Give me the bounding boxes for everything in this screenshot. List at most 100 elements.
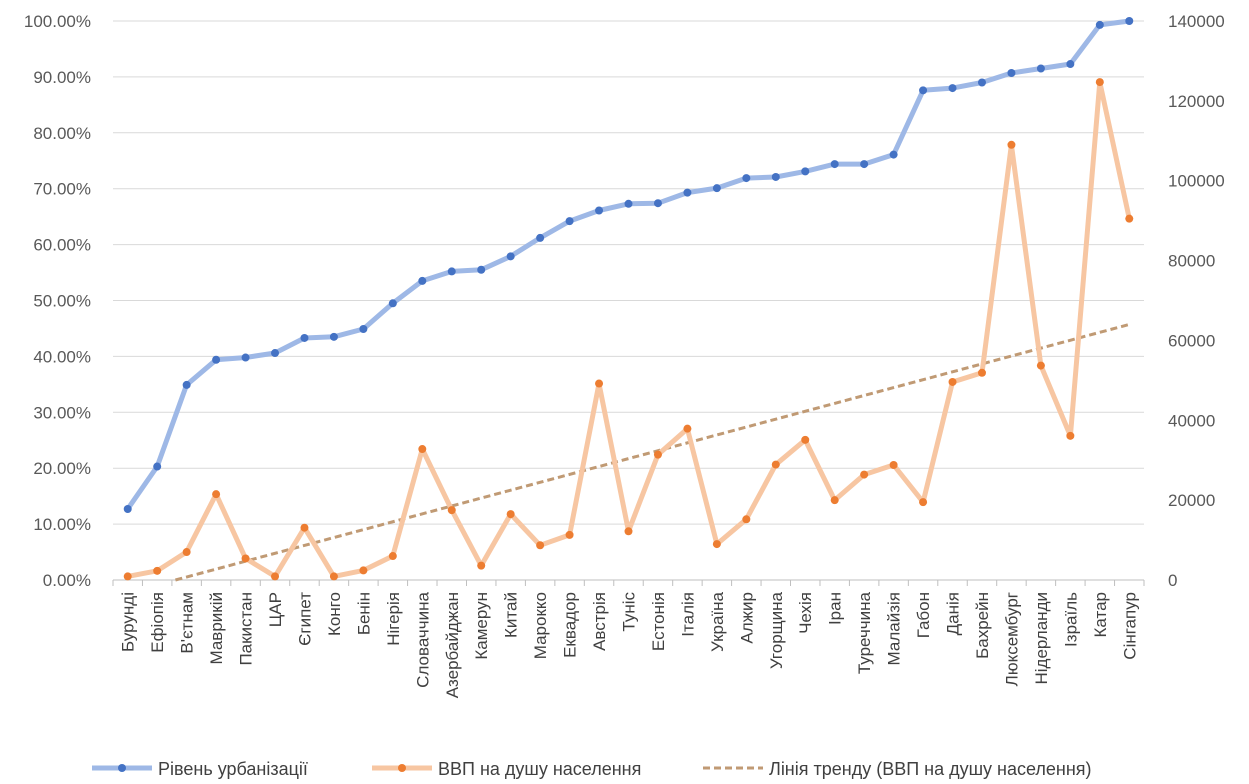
gdp-point [595,379,604,388]
gdp-point [477,561,486,570]
urbanization-point [683,188,692,197]
right-tick-label: 60000 [1168,331,1215,350]
urbanization-point [742,174,751,183]
gdp-point [1125,214,1134,223]
category-label: Габон [914,592,933,638]
gdp-point [801,435,810,444]
urbanization-point [653,199,662,208]
urbanization-point [889,150,898,159]
urbanization-point [388,299,397,308]
gridlines [113,20,1144,581]
category-label: Бурунді [119,592,138,652]
urbanization-point [329,332,338,341]
category-label: Нігерія [384,592,403,646]
gdp-point [624,527,633,536]
urbanization-point [241,353,250,362]
urbanization-point [212,355,221,364]
left-axis: 0.00% 10.00% 20.00% 30.00% 40.00% 50.00% 60.00… [24,12,91,590]
urbanization-point [271,349,280,358]
right-tick-label: 40000 [1168,411,1215,430]
urbanization-point [830,160,839,169]
category-label: Ефіопія [148,592,167,653]
gdp-point [742,515,751,524]
urbanization-point [771,172,780,181]
category-label: Словаччина [413,591,432,687]
trendline-line [175,323,1130,582]
gdp-point [329,572,338,581]
urbanization-point [595,206,604,215]
urbanization-point [1036,64,1045,73]
category-label: Україна [708,591,727,651]
gdp-point [418,445,427,454]
legend-item-trend: Лінія тренду (ВВП на душу населення) [703,759,1092,779]
category-label: Іран [826,592,845,625]
right-tick-label: 120000 [1168,92,1225,111]
category-label: Камерун [472,592,491,660]
left-tick-label: 100.00% [24,12,91,31]
gdp-point [212,490,221,499]
urbanization-point [1095,20,1104,29]
legend-label-gdp: ВВП на душу населення [438,759,641,779]
left-tick-label: 10.00% [33,515,91,534]
gdp-point [830,496,839,505]
left-tick-label: 90.00% [33,68,91,87]
series-gdp-per-capita [123,78,1134,581]
left-tick-label: 40.00% [33,347,91,366]
legend-item-gdp: ВВП на душу населення [372,759,641,779]
left-tick-label: 30.00% [33,403,91,422]
category-label: Малайзія [885,592,904,665]
gdp-point [653,450,662,459]
category-label: Конго [325,592,344,636]
category-label: Пакистан [237,592,256,666]
urbanization-point [359,325,368,334]
category-label: Угорщина [767,591,786,669]
urbanization-point [565,217,574,226]
category-label: Катар [1091,592,1110,638]
urbanization-line [125,18,1132,512]
legend-label-trend: Лінія тренду (ВВП на душу населення) [769,759,1092,779]
urbanization-point [182,380,191,389]
gdp-point [919,498,928,507]
gdp-point [1036,361,1045,370]
category-label: Сінгапур [1120,592,1139,660]
gdp-point [565,530,574,539]
right-axis: 0 20000 40000 60000 80000 100000 120000 140000 [1168,12,1225,590]
category-label: Туніс [620,592,639,632]
gdp-point [359,566,368,575]
category-label: Люксембург [1002,592,1021,686]
right-tick-label: 100000 [1168,172,1225,191]
urbanization-point [860,160,869,169]
urbanization-point [477,265,486,274]
category-label: Азербайджан [443,592,462,698]
category-label: Ізраїль [1061,592,1080,647]
gdp-point [241,554,250,563]
gdp-point [948,377,957,386]
gdp-point [388,552,397,561]
urbanization-point [977,78,986,87]
category-label: Марокко [531,592,550,659]
right-tick-label: 140000 [1168,12,1225,31]
left-tick-label: 80.00% [33,124,91,143]
category-label: Данія [944,592,963,635]
gdp-point [182,548,191,557]
category-label: Єгипет [295,592,314,646]
x-axis: Бурунді Ефіопія В'єтнам Маврикій Пакистан ЦАР… [112,580,1145,698]
category-label: Італія [678,592,697,637]
legend: Рівень урбанізації ВВП на душу населення… [92,759,1092,779]
gdp-point [300,523,309,532]
category-label: Нідерланди [1032,592,1051,684]
category-label: В'єтнам [178,592,197,654]
legend-marker-urbanization [118,764,126,772]
urbanization-point [300,333,309,342]
left-tick-label: 0.00% [43,571,91,590]
urbanization-point [1066,60,1075,69]
category-label: Бахрейн [973,592,992,659]
urbanization-point [712,184,721,193]
gdp-point [536,541,545,550]
urbanization-point [536,233,545,242]
category-label: Туреччина [855,591,874,674]
gdp-point [1095,78,1104,87]
gdp-point [683,424,692,433]
urbanization-point [123,505,132,514]
